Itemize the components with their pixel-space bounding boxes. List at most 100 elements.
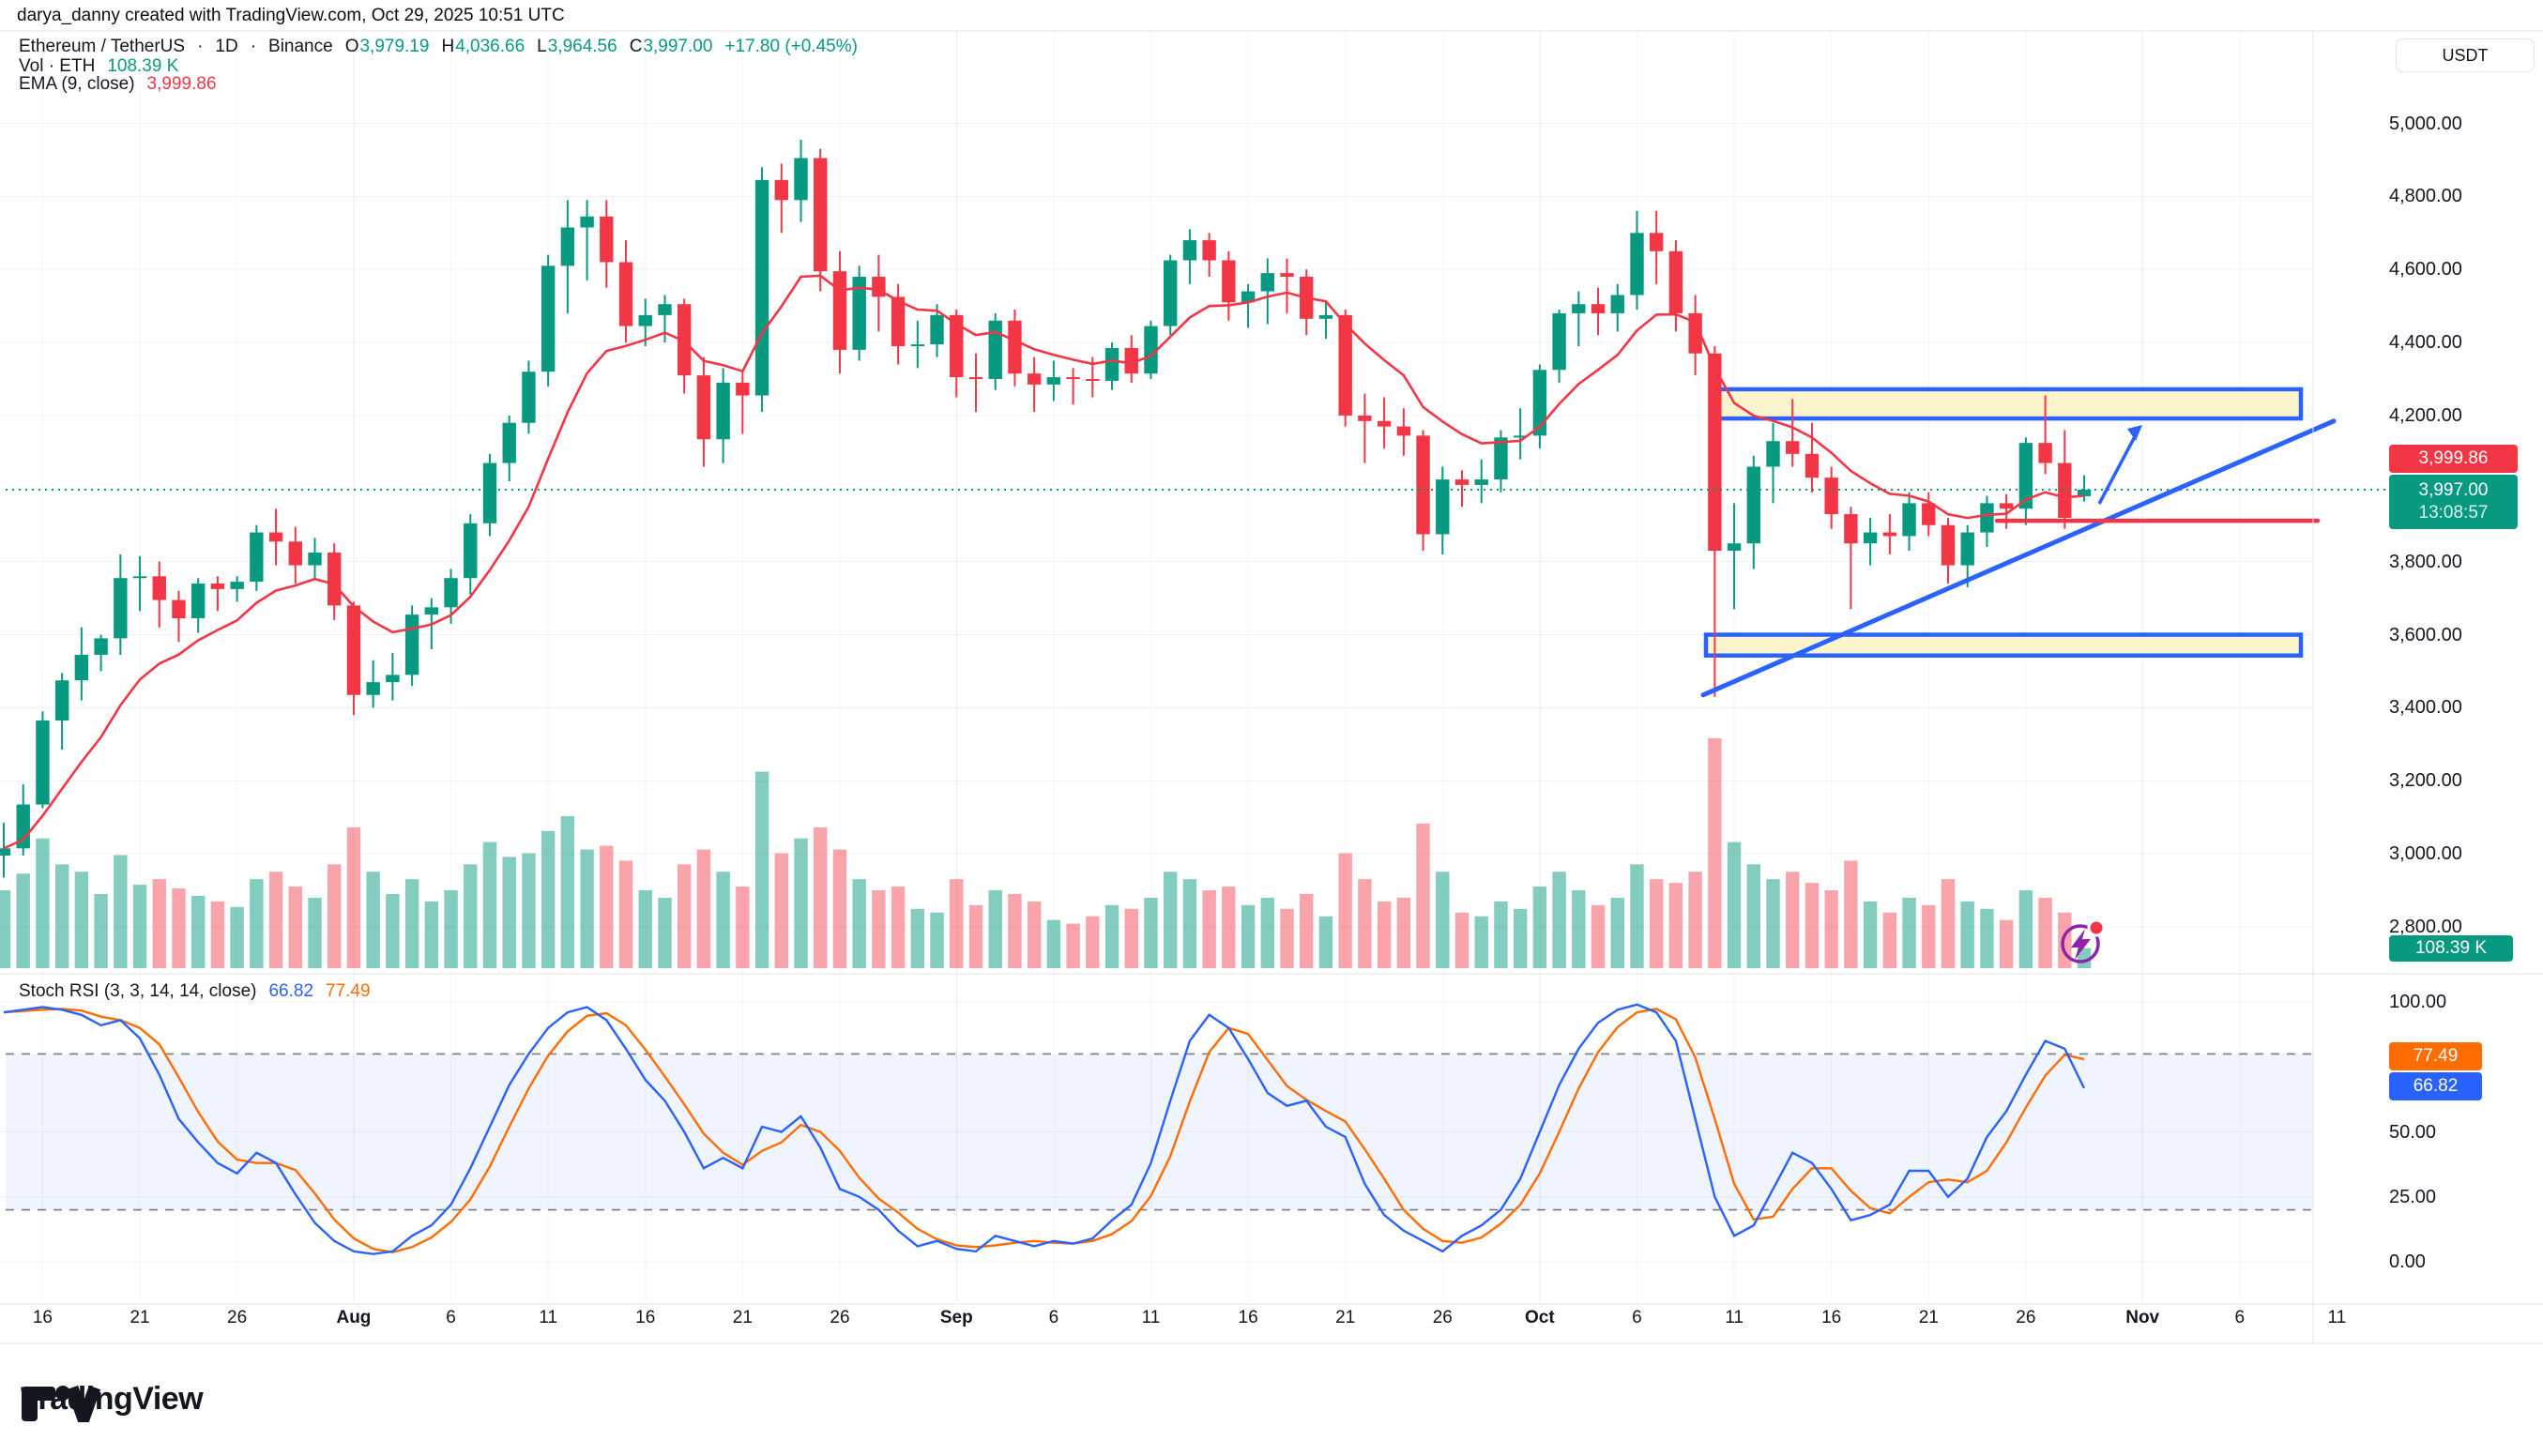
volume-bar: [346, 827, 361, 968]
candle-body: [268, 532, 283, 542]
volume-bar: [268, 872, 283, 968]
volume-bar: [250, 879, 264, 968]
volume-bar: [327, 864, 342, 968]
time-tick-label: 16: [1238, 1308, 1258, 1327]
ema-value: 3,999.86: [146, 74, 217, 94]
volume-bar: [1902, 897, 1916, 968]
candle-body: [891, 296, 906, 346]
volume-bar: [1513, 908, 1528, 968]
ema-legend[interactable]: EMA (9, close) 3,999.86: [19, 74, 217, 95]
tradingview-logo[interactable]: TradingView: [21, 1381, 204, 1422]
time-tick-label: Oct: [1525, 1308, 1555, 1327]
arrow-drawing[interactable]: [2097, 427, 2141, 505]
volume-bar: [1027, 901, 1042, 968]
candle-body: [1766, 441, 1780, 467]
trendline-drawing[interactable]: [1700, 418, 2337, 698]
volume-bar: [2018, 890, 2033, 968]
candle-body: [1572, 304, 1586, 313]
volume-bar: [1474, 916, 1488, 968]
candle-body: [1396, 426, 1411, 436]
volume-bar: [1260, 897, 1274, 968]
volume-bar: [1650, 879, 1664, 968]
volume-bar: [94, 893, 108, 968]
candle-body: [1086, 379, 1100, 382]
volume-bar: [1591, 904, 1606, 968]
flash-event-icon[interactable]: [2061, 924, 2100, 963]
time-tick-label: 26: [1432, 1308, 1453, 1327]
high-value: H 4,036.66: [441, 37, 525, 56]
candle-body: [988, 320, 1002, 380]
candle-body: [910, 344, 925, 347]
time-tick-label: 16: [635, 1308, 656, 1327]
candle-body: [114, 578, 128, 639]
time-tick-label: 26: [2016, 1308, 2036, 1327]
volume-bar: [404, 879, 419, 968]
candle-body: [1513, 435, 1528, 438]
volume-bar: [891, 887, 906, 968]
volume-bar: [1552, 872, 1566, 968]
candle-body: [1338, 314, 1352, 416]
ema-price-badge: 3,999.86: [2389, 445, 2518, 473]
volume-legend[interactable]: Vol · ETH 108.39 K: [19, 56, 178, 77]
candle-body: [794, 158, 808, 201]
candle-body: [444, 578, 458, 608]
candle-body: [930, 314, 944, 345]
candle-body: [464, 523, 478, 579]
volume-bar: [1668, 883, 1683, 968]
tradingview-logo-mark: [22, 1385, 101, 1422]
time-tick-label: 6: [1048, 1308, 1059, 1327]
candle-body: [36, 720, 50, 805]
candle-body: [814, 158, 828, 272]
time-tick-label: 11: [539, 1308, 558, 1327]
candle-body: [638, 314, 652, 326]
time-tick-label: 6: [1632, 1308, 1642, 1327]
volume-badge: 108.39 K: [2389, 935, 2513, 962]
last-price-badge: 3,997.00 13:08:57: [2389, 475, 2518, 529]
candle-body: [1260, 273, 1274, 292]
price-tick-label: 3,600.00: [2389, 624, 2462, 645]
symbol-legend[interactable]: Ethereum / TetherUS · 1D · Binance O 3,97…: [19, 37, 858, 57]
time-tick-label: 21: [1918, 1308, 1939, 1327]
volume-bar: [658, 897, 672, 968]
time-tick-label: 11: [2327, 1308, 2347, 1327]
stoch-legend[interactable]: Stoch RSI (3, 3, 14, 14, close) 66.82 77…: [19, 981, 371, 1002]
volume-bar: [152, 879, 166, 968]
notification-dot: [2087, 918, 2106, 937]
volume-bar: [1804, 883, 1820, 968]
candle-body: [560, 227, 575, 266]
symbol-title: Ethereum / TetherUS: [19, 37, 186, 56]
candle-body: [852, 277, 866, 350]
time-tick-label: 16: [32, 1308, 53, 1327]
candle-body: [1922, 503, 1936, 525]
candle-body: [424, 607, 439, 615]
resistance-zone[interactable]: [1710, 387, 2304, 421]
volume-bar: [386, 893, 400, 968]
volume-bar: [1144, 897, 1158, 968]
volume-series: [0, 737, 2092, 968]
stoch-label: Stoch RSI (3, 3, 14, 14, close): [19, 981, 257, 1001]
price-tick-label: 4,200.00: [2389, 404, 2462, 426]
support-zone[interactable]: [1703, 632, 2304, 658]
candle-body: [16, 804, 30, 849]
volume-bar: [1182, 879, 1197, 968]
volume-bar: [482, 842, 497, 968]
currency-toggle-button[interactable]: USDT: [2396, 38, 2535, 72]
stoch-tick-label: 25.00: [2389, 1186, 2437, 1207]
price-tick-label: 2,800.00: [2389, 916, 2462, 937]
stoch-d-line: [3, 1008, 2085, 1254]
candle-body: [1358, 415, 1372, 421]
candle-body: [1027, 373, 1042, 385]
candle-body: [502, 422, 516, 463]
candle-body: [716, 382, 730, 440]
candle-body: [1863, 532, 1878, 544]
candle-body: [1844, 514, 1858, 544]
candle-body: [678, 304, 692, 376]
candle-body: [968, 377, 983, 380]
volume-bar: [1882, 912, 1897, 968]
candle-body: [0, 848, 11, 857]
candle-body: [1436, 479, 1450, 535]
candle-body: [736, 382, 750, 396]
volume-bar: [638, 890, 652, 968]
candle-body: [1144, 326, 1158, 374]
